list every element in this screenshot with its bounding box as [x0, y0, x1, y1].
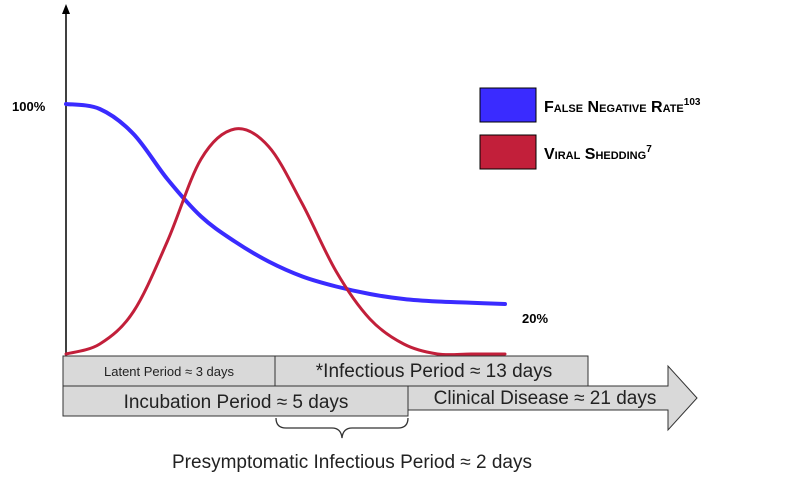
legend-swatch-false-negative	[479, 87, 537, 123]
legend: False Negative Rate103 Viral Shedding7	[479, 87, 701, 170]
series-line-viral-shedding	[64, 127, 507, 357]
y-axis-arrowhead	[62, 4, 70, 14]
legend-label-false-negative: False Negative Rate103	[544, 97, 701, 116]
legend-swatch-viral-shedding	[479, 134, 537, 170]
latent-period-label: Latent Period ≈ 3 days	[104, 364, 234, 379]
presymptomatic-brace	[275, 417, 409, 439]
y-tick-label-top: 100%	[12, 99, 46, 114]
series-layer	[64, 102, 507, 357]
presymptomatic-label: Presymptomatic Infectious Period ≈ 2 day…	[172, 452, 532, 473]
legend-label-viral-shedding: Viral Shedding7	[544, 144, 652, 163]
infectious-period-label: *Infectious Period ≈ 13 days	[316, 361, 552, 382]
timeline: Latent Period ≈ 3 days *Infectious Perio…	[62, 355, 698, 473]
series-line-false-negative-rate	[64, 102, 507, 306]
clinical-disease-label: Clinical Disease ≈ 21 days	[434, 388, 657, 409]
incubation-period-box	[62, 385, 409, 417]
end-value-label: 20%	[522, 311, 548, 326]
incubation-period-label: Incubation Period ≈ 5 days	[124, 392, 349, 413]
infectious-period-box	[274, 355, 589, 387]
clinical-disease-arrow	[407, 364, 698, 432]
